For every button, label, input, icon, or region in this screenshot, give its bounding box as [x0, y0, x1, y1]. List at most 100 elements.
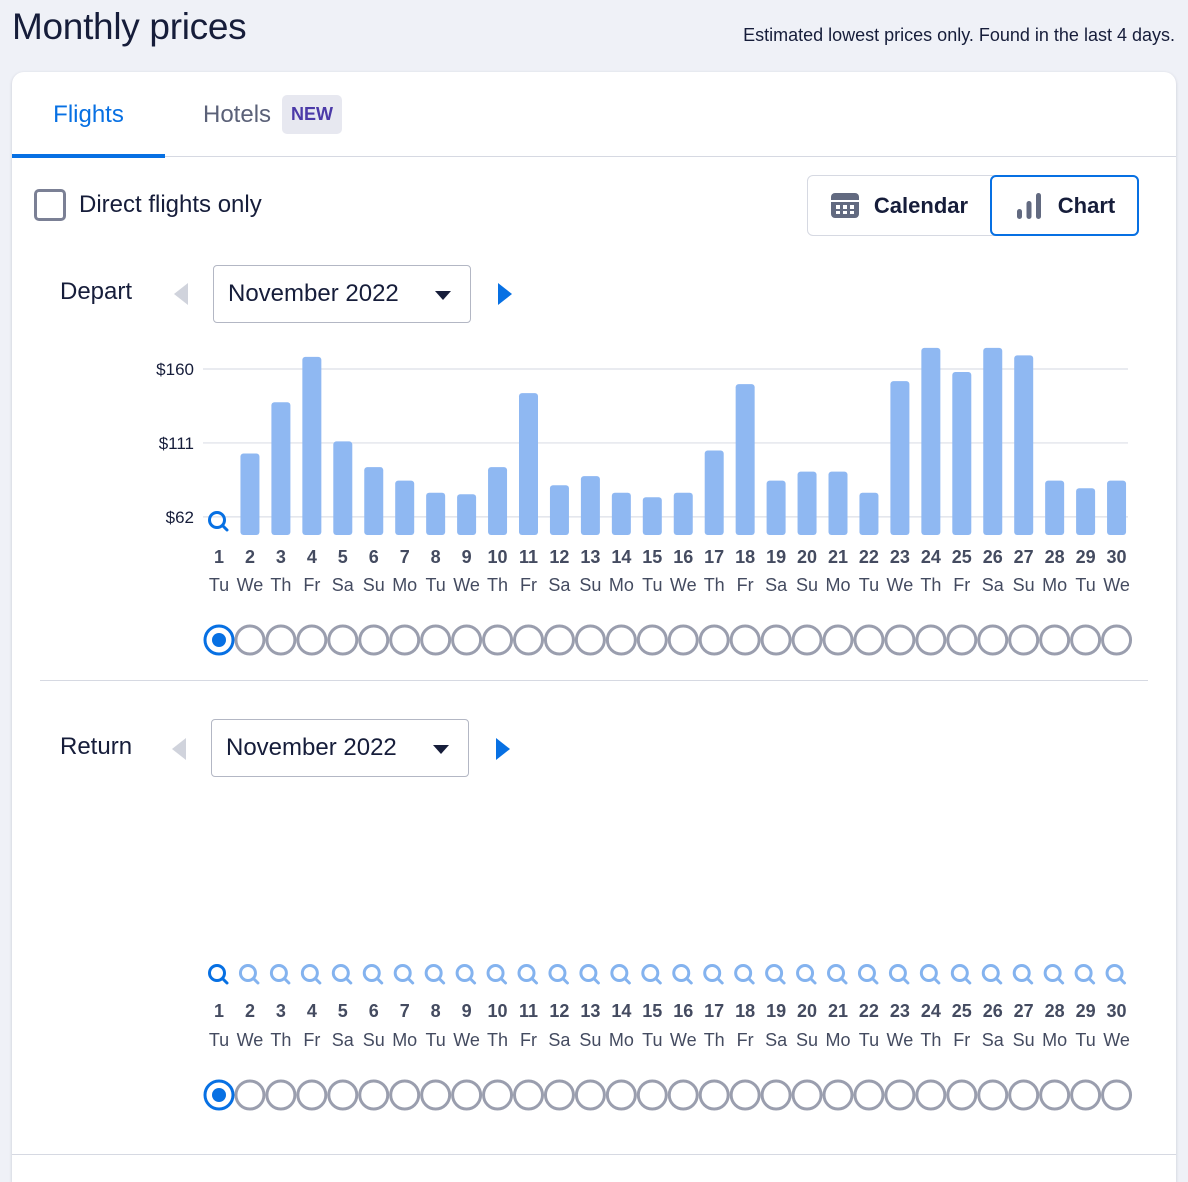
return-next-month-icon[interactable]: [494, 737, 512, 761]
search-icon[interactable]: [238, 964, 257, 982]
depart-day-radio[interactable]: [698, 624, 730, 656]
depart-day-radio[interactable]: [1008, 624, 1040, 656]
depart-day-radio[interactable]: [791, 624, 823, 656]
search-icon[interactable]: [641, 964, 660, 982]
return-day-radio[interactable]: [1039, 1079, 1071, 1111]
return-day-radio[interactable]: [1101, 1079, 1133, 1111]
search-icon[interactable]: [208, 511, 226, 529]
search-icon[interactable]: [300, 964, 319, 982]
return-day-radio[interactable]: [667, 1079, 699, 1111]
depart-day-radio[interactable]: [977, 624, 1009, 656]
depart-day-radio[interactable]: [729, 624, 761, 656]
return-day-radio[interactable]: [1008, 1079, 1040, 1111]
price-bar[interactable]: [240, 453, 260, 535]
return-day-radio[interactable]: [358, 1079, 390, 1111]
search-icon[interactable]: [919, 964, 938, 982]
search-icon[interactable]: [734, 964, 753, 982]
search-icon[interactable]: [1105, 964, 1124, 982]
search-icon[interactable]: [765, 964, 784, 982]
search-icon[interactable]: [1012, 964, 1031, 982]
calendar-view-button[interactable]: Calendar: [808, 175, 990, 236]
price-bar[interactable]: [302, 356, 322, 535]
depart-day-radio[interactable]: [1070, 624, 1102, 656]
search-icon[interactable]: [981, 964, 1000, 982]
price-bar[interactable]: [983, 347, 1003, 535]
search-icon[interactable]: [393, 964, 412, 982]
depart-day-radio[interactable]: [1039, 624, 1071, 656]
chart-view-button[interactable]: Chart: [990, 175, 1139, 236]
depart-day-radio[interactable]: [760, 624, 792, 656]
price-bar[interactable]: [271, 402, 291, 535]
search-icon[interactable]: [950, 964, 969, 982]
return-day-radio[interactable]: [543, 1079, 575, 1111]
return-day-radio[interactable]: [698, 1079, 730, 1111]
price-bar[interactable]: [921, 347, 941, 535]
price-bar[interactable]: [519, 393, 538, 535]
return-day-radio[interactable]: [915, 1079, 947, 1111]
price-bar[interactable]: [580, 476, 600, 535]
price-bar[interactable]: [890, 381, 910, 535]
depart-day-radio[interactable]: [513, 624, 544, 656]
search-icon[interactable]: [1043, 964, 1062, 982]
tab-hotels[interactable]: Hotels NEW: [203, 72, 343, 157]
return-day-radio[interactable]: [327, 1079, 359, 1111]
depart-day-radio[interactable]: [234, 624, 266, 656]
search-icon[interactable]: [486, 964, 505, 982]
depart-prev-month-icon[interactable]: [173, 282, 191, 306]
price-bar[interactable]: [704, 450, 724, 535]
price-bar[interactable]: [1045, 480, 1065, 535]
depart-day-radio[interactable]: [884, 624, 916, 656]
depart-day-radio[interactable]: [667, 624, 699, 656]
return-day-radio[interactable]: [420, 1079, 452, 1111]
return-day-radio[interactable]: [605, 1079, 637, 1111]
search-icon[interactable]: [579, 964, 598, 982]
search-icon[interactable]: [1074, 964, 1093, 982]
price-bar[interactable]: [549, 485, 569, 535]
depart-day-radio[interactable]: [327, 624, 359, 656]
price-bar[interactable]: [735, 384, 755, 535]
price-bar[interactable]: [952, 372, 972, 535]
depart-day-radio[interactable]: [946, 624, 978, 656]
return-day-radio[interactable]: [296, 1079, 328, 1111]
search-icon[interactable]: [548, 964, 567, 982]
return-day-radio[interactable]: [1070, 1079, 1102, 1111]
depart-day-radio[interactable]: [482, 624, 514, 656]
price-bar[interactable]: [488, 467, 508, 535]
price-bar[interactable]: [611, 492, 631, 535]
return-day-radio[interactable]: [234, 1079, 266, 1111]
depart-day-radio[interactable]: [822, 624, 854, 656]
return-month-select[interactable]: November 2022: [211, 719, 469, 777]
depart-day-radio[interactable]: [636, 624, 668, 656]
return-day-radio[interactable]: [513, 1079, 544, 1111]
return-day-radio[interactable]: [574, 1079, 606, 1111]
price-bar[interactable]: [1014, 355, 1034, 535]
depart-day-radio[interactable]: [296, 624, 328, 656]
price-bar[interactable]: [426, 492, 446, 535]
search-icon[interactable]: [208, 964, 226, 982]
search-icon[interactable]: [827, 964, 845, 982]
return-day-radio[interactable]: [822, 1079, 854, 1111]
price-bar[interactable]: [1107, 480, 1127, 535]
price-bar[interactable]: [797, 471, 817, 535]
return-prev-month-icon[interactable]: [171, 737, 189, 761]
price-bar[interactable]: [859, 492, 879, 535]
search-icon[interactable]: [703, 964, 722, 982]
return-day-radio[interactable]: [977, 1079, 1009, 1111]
depart-day-radio[interactable]: [543, 624, 575, 656]
direct-flights-toggle[interactable]: Direct flights only: [34, 189, 262, 221]
search-icon[interactable]: [517, 964, 536, 982]
depart-day-radio[interactable]: [389, 624, 421, 656]
depart-next-month-icon[interactable]: [496, 282, 514, 306]
return-day-radio[interactable]: [482, 1079, 514, 1111]
depart-month-select[interactable]: November 2022: [213, 265, 471, 323]
price-bar[interactable]: [673, 492, 693, 535]
direct-flights-checkbox[interactable]: [34, 189, 66, 221]
depart-day-radio[interactable]: [853, 624, 885, 656]
depart-day-radio[interactable]: [605, 624, 637, 656]
return-day-radio[interactable]: [853, 1079, 885, 1111]
depart-day-radio[interactable]: [420, 624, 452, 656]
return-day-radio[interactable]: [636, 1079, 668, 1111]
depart-day-radio[interactable]: [358, 624, 390, 656]
depart-day-radio[interactable]: [574, 624, 606, 656]
search-icon[interactable]: [610, 964, 629, 982]
